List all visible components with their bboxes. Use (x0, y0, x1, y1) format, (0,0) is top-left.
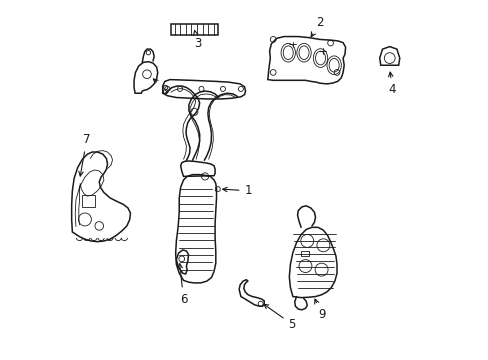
Text: 2: 2 (310, 16, 323, 37)
Text: 1: 1 (222, 184, 251, 197)
Text: 4: 4 (387, 72, 395, 96)
Polygon shape (379, 46, 399, 65)
Text: 6: 6 (178, 264, 187, 306)
Text: 3: 3 (193, 31, 201, 50)
Text: 5: 5 (264, 304, 295, 331)
Text: 8: 8 (153, 79, 168, 97)
Text: 9: 9 (314, 299, 325, 321)
Text: 7: 7 (79, 133, 90, 176)
